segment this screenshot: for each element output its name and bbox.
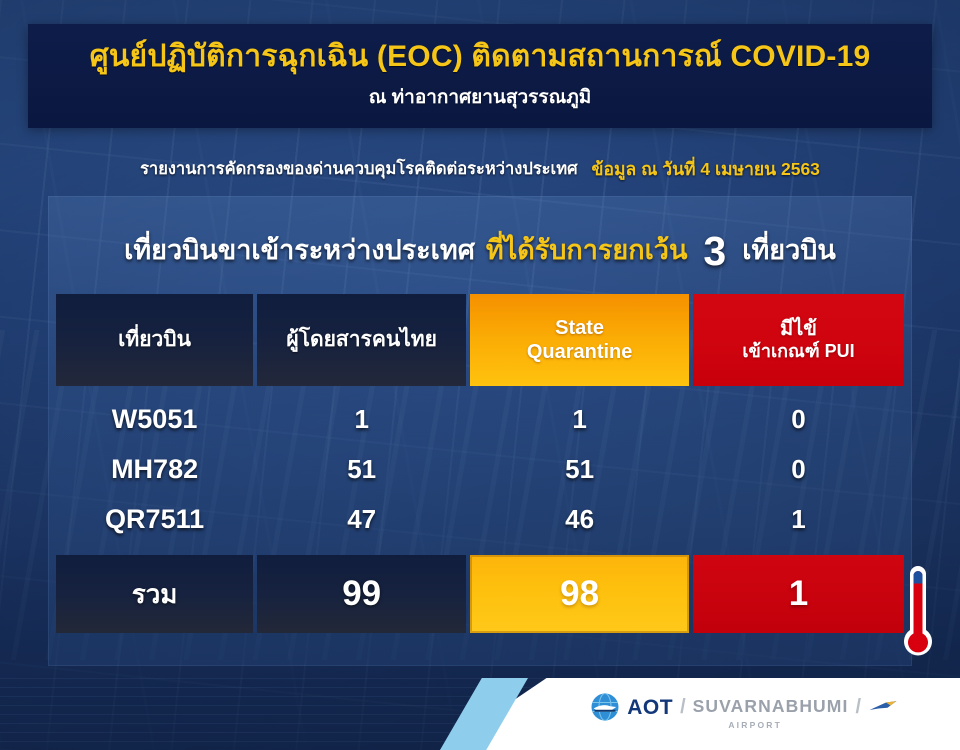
bird-swoosh-icon <box>869 701 897 710</box>
table-row: W5051 1 1 0 <box>56 394 904 444</box>
banner-text-highlight: ที่ได้รับการยกเว้น <box>485 234 688 265</box>
column-header-pui: มีไข้ เข้าเกณฑ์ PUI <box>693 294 904 386</box>
cell-flight: QR7511 <box>105 503 205 534</box>
report-date: ข้อมูล ณ วันที่ 4 เมษายน 2563 <box>591 159 820 179</box>
banner-text-before: เที่ยวบินขาเข้าระหว่างประเทศ <box>124 234 475 265</box>
screening-table: เที่ยวบิน ผู้โดยสารคนไทย State Quarantin… <box>56 294 904 633</box>
table-header-row: เที่ยวบิน ผู้โดยสารคนไทย State Quarantin… <box>56 294 904 386</box>
cell-flight: W5051 <box>111 403 198 434</box>
thermometer-icon <box>904 566 932 656</box>
report-description: รายงานการคัดกรองของด่านควบคุมโรคติดต่อระ… <box>140 160 578 178</box>
cell-pui: 0 <box>791 403 806 434</box>
cell-pui: 0 <box>791 453 806 484</box>
cell-thai-passengers: 1 <box>354 403 369 434</box>
cell-state-quarantine: 1 <box>572 403 587 434</box>
total-state-quarantine: 98 <box>470 555 690 633</box>
airport-word-text: AIRPORT <box>728 720 782 730</box>
page-subtitle: ณ ท่าอากาศยานสุวรรณภูมิ <box>368 86 592 108</box>
cell-state-quarantine: 51 <box>565 453 595 484</box>
aot-brand-text: AOT <box>627 695 674 719</box>
aot-logo-lockup: AOT / SUVARNABHUMI / <box>590 692 898 722</box>
aot-globe-icon <box>591 692 619 722</box>
logo-separator-2: / <box>855 696 861 718</box>
airport-name-text: SUVARNABHUMI <box>692 696 849 717</box>
cell-thai-passengers: 47 <box>347 503 377 534</box>
footer-bar: AOT / SUVARNABHUMI / AIRPORT <box>0 678 960 750</box>
column-header-pui-line1: มีไข้ <box>780 317 817 340</box>
column-header-state-quarantine: State Quarantine <box>470 294 690 386</box>
total-pui: 1 <box>693 555 904 633</box>
page-title: ศูนย์ปฏิบัติการฉุกเฉิน (EOC) ติดตามสถานก… <box>89 40 871 74</box>
report-line: รายงานการคัดกรองของด่านควบคุมโรคติดต่อระ… <box>0 152 960 186</box>
logo-separator-1: / <box>680 696 686 718</box>
cell-thai-passengers: 51 <box>347 453 377 484</box>
total-label: รวม <box>56 555 254 633</box>
cell-flight: MH782 <box>111 453 199 484</box>
cell-state-quarantine: 46 <box>565 503 595 534</box>
header-body-gap <box>56 386 904 394</box>
table-row: QR7511 47 46 1 <box>56 494 904 544</box>
exempted-flights-banner: เที่ยวบินขาเข้าระหว่างประเทศ ที่ได้รับกา… <box>48 222 912 276</box>
column-header-state-quarantine-line1: State <box>555 316 605 339</box>
cell-pui: 1 <box>791 503 806 534</box>
column-header-state-quarantine-line2: Quarantine <box>526 341 633 363</box>
exempted-flight-count: 3 <box>703 227 727 274</box>
banner-text-after: เที่ยวบิน <box>742 234 836 265</box>
column-header-thai-passengers: ผู้โดยสารคนไทย <box>257 294 467 386</box>
table-total-row: รวม 99 98 1 <box>56 555 904 633</box>
total-thai-passengers: 99 <box>257 555 467 633</box>
table-row: MH782 51 51 0 <box>56 444 904 494</box>
title-block: ศูนย์ปฏิบัติการฉุกเฉิน (EOC) ติดตามสถานก… <box>28 24 932 128</box>
column-header-flight: เที่ยวบิน <box>56 294 254 386</box>
column-header-pui-line2: เข้าเกณฑ์ PUI <box>742 341 855 362</box>
